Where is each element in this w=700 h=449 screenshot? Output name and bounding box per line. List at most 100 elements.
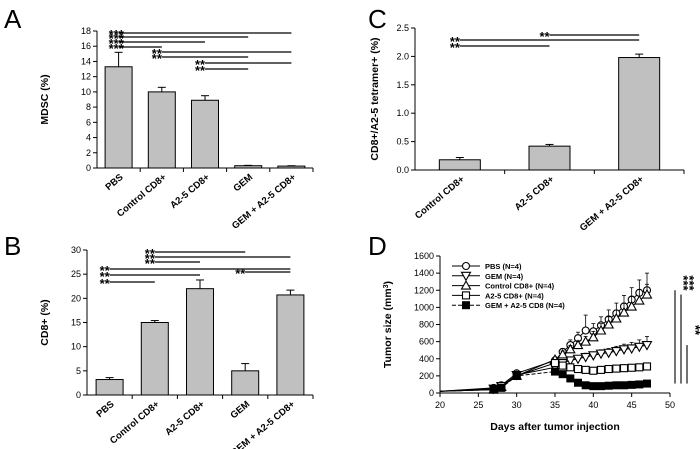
x-tick-label: 30 bbox=[512, 400, 522, 410]
category-label: GEM + A2-5 CD8+ bbox=[578, 174, 647, 234]
x-tick-label: 25 bbox=[473, 400, 483, 410]
category-label: GEM bbox=[231, 172, 255, 194]
marker-triangle-up bbox=[564, 343, 576, 354]
marker-triangle-down bbox=[610, 346, 622, 357]
bar bbox=[191, 99, 219, 169]
category-label: Control CD8+ bbox=[413, 174, 467, 222]
significance-label: *** bbox=[109, 27, 125, 42]
y-axis-label: MDSC (%) bbox=[39, 74, 51, 124]
y-axis-label-sup: 3 bbox=[383, 284, 390, 288]
significance-label: ** bbox=[195, 63, 206, 78]
x-tick-label: 35 bbox=[550, 400, 560, 410]
panel-letter: B bbox=[4, 231, 21, 261]
significance-label: ** bbox=[145, 251, 156, 266]
significance-label: ** bbox=[100, 263, 111, 278]
y-tick-label: 14 bbox=[81, 56, 91, 66]
marker-square-filled bbox=[612, 381, 621, 390]
marker-square-filled bbox=[512, 371, 521, 380]
marker-square-filled bbox=[566, 374, 575, 383]
marker-square-filled bbox=[604, 381, 613, 390]
significance-label: *** bbox=[682, 275, 697, 291]
panel-letter: D bbox=[368, 231, 387, 261]
y-tick-label: 0 bbox=[86, 163, 91, 173]
y-tick-label: 2.0 bbox=[396, 51, 409, 61]
marker-triangle-down bbox=[595, 349, 607, 360]
y-tick-label: 0 bbox=[76, 390, 81, 400]
marker-square bbox=[566, 363, 575, 372]
bar bbox=[277, 165, 306, 169]
marker-square bbox=[612, 364, 621, 373]
marker-triangle-up bbox=[633, 294, 645, 305]
panel-c: C 0.0 0.5 1.0 1.5 2.0 2.5 CD8+/A2-5 tetramer+ (… bbox=[368, 4, 685, 234]
series bbox=[439, 358, 652, 394]
significance-label: ** bbox=[100, 276, 111, 291]
significance-label: ** bbox=[100, 269, 111, 284]
y-tick-label: 0.0 bbox=[396, 165, 409, 175]
marker-triangle-up bbox=[603, 318, 615, 329]
marker-square-filled bbox=[574, 378, 582, 387]
significance-label: ** bbox=[145, 256, 156, 271]
category-label: PBS bbox=[103, 172, 125, 193]
y-tick-label: 1400 bbox=[414, 268, 434, 278]
bar bbox=[276, 294, 305, 396]
y-tick-label: 1.0 bbox=[396, 108, 409, 118]
y-tick-label: 10 bbox=[81, 87, 91, 97]
legend-label: GEM + A2-5 CD8 (N=4) bbox=[485, 301, 565, 310]
series bbox=[439, 272, 652, 392]
y-tick-label: 8 bbox=[86, 102, 91, 112]
marker-square-filled bbox=[489, 385, 498, 394]
y-tick-label: 15 bbox=[71, 318, 81, 328]
marker-square bbox=[581, 365, 590, 374]
marker-square bbox=[589, 366, 598, 375]
legend-label: PBS (N=4) bbox=[485, 262, 522, 271]
marker-triangle-down bbox=[572, 354, 584, 365]
bar bbox=[147, 91, 176, 169]
marker-triangle-down bbox=[603, 348, 615, 359]
significance-label: ** bbox=[540, 29, 551, 44]
y-tick-label: 25 bbox=[71, 269, 81, 279]
marker-square-filled bbox=[551, 367, 559, 376]
marker-square-filled bbox=[643, 379, 651, 388]
marker-square bbox=[558, 361, 567, 370]
marker-triangle-up bbox=[572, 339, 584, 350]
marker-triangle-up bbox=[580, 336, 592, 346]
y-tick-label: 1200 bbox=[414, 285, 434, 295]
x-tick-label: 45 bbox=[627, 400, 637, 410]
marker-triangle-down bbox=[633, 342, 645, 353]
marker-square-filled bbox=[581, 381, 590, 390]
y-tick-label: 30 bbox=[71, 245, 81, 255]
legend-label: Control CD8+ (N=4) bbox=[485, 282, 555, 291]
marker-square-filled bbox=[620, 381, 628, 390]
marker-triangle-down bbox=[641, 340, 653, 351]
y-tick-label: 800 bbox=[419, 320, 434, 330]
significance-label: *** bbox=[676, 275, 691, 291]
x-axis-label: Days after tumor injection bbox=[490, 421, 620, 433]
bar bbox=[140, 322, 169, 396]
y-tick-label: 10 bbox=[71, 342, 81, 352]
marker-square bbox=[635, 363, 644, 372]
y-axis-label: Tumor size (mm3) bbox=[382, 281, 394, 368]
x-tick-label: 20 bbox=[435, 400, 445, 410]
y-tick-label: 1000 bbox=[414, 302, 434, 312]
y-axis-label: CD8+/A2-5 tetramer+ (%) bbox=[369, 37, 381, 160]
y-tick-label: 2 bbox=[86, 148, 91, 158]
marker-triangle-down bbox=[580, 352, 592, 363]
marker-square bbox=[461, 291, 471, 300]
marker-triangle-up bbox=[595, 324, 607, 335]
marker-square-filled bbox=[497, 383, 506, 392]
marker-square bbox=[596, 365, 606, 374]
bar bbox=[186, 288, 214, 396]
y-tick-label: 0.5 bbox=[396, 137, 409, 147]
marker-triangle-up bbox=[618, 306, 630, 317]
y-tick-label: 0 bbox=[429, 388, 434, 398]
marker-square-filled bbox=[627, 380, 636, 389]
marker-square-filled bbox=[589, 382, 598, 391]
significance-label: ** bbox=[195, 57, 206, 72]
bar bbox=[95, 379, 124, 396]
marker-square bbox=[573, 364, 583, 374]
category-label: A2-5 CD8+ bbox=[513, 174, 557, 213]
panel-d: D 0 200 400 600 800 1000 1200 1400 1600 20 25 30 35 40… bbox=[368, 231, 700, 433]
